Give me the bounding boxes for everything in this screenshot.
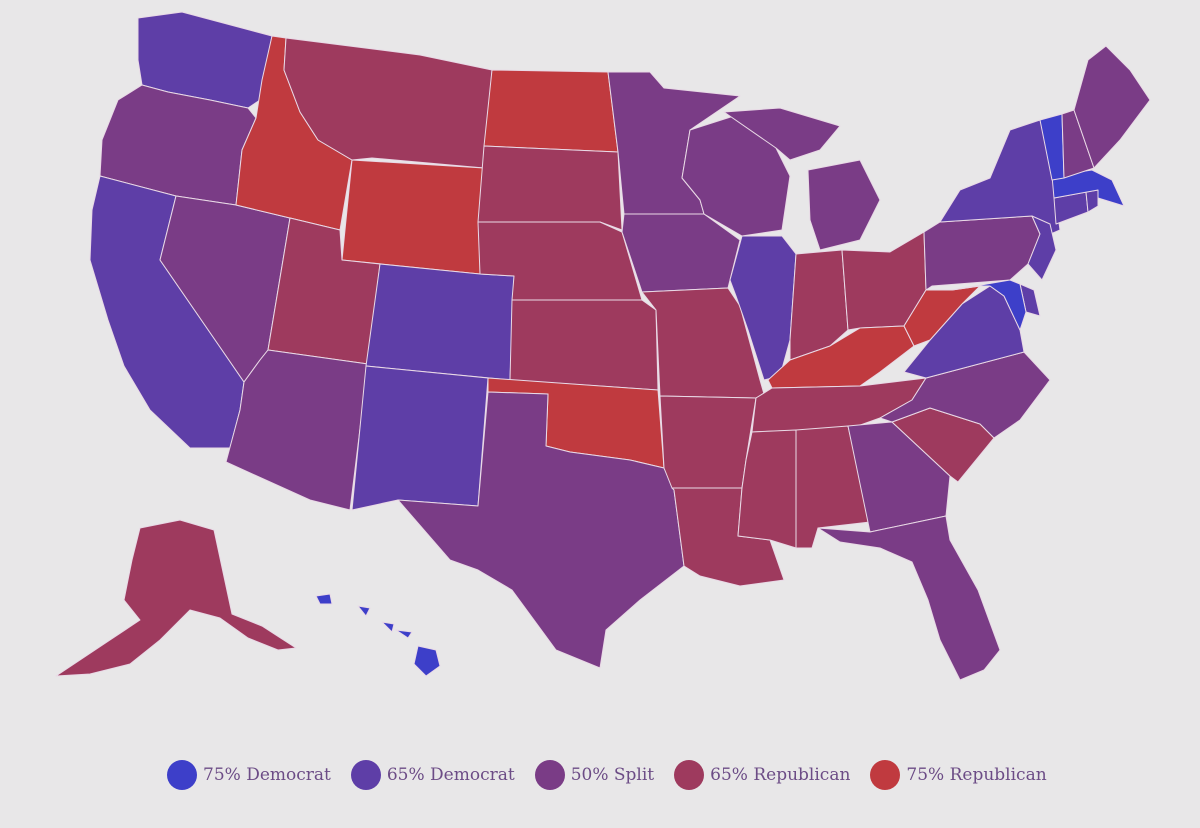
legend-item-75-democrat: 75% Democrat xyxy=(167,760,331,790)
state-maryland[interactable] xyxy=(951,279,1027,331)
state-south-dakota[interactable] xyxy=(477,145,623,231)
state-maine[interactable] xyxy=(1073,45,1151,169)
state-texas[interactable] xyxy=(397,391,685,669)
legend-item-65-democrat: 65% Democrat xyxy=(350,760,515,790)
state-michigan[interactable] xyxy=(723,107,881,251)
state-west-virginia[interactable] xyxy=(903,285,981,347)
legend-item-75-republican: 75% Republican xyxy=(870,760,1047,790)
state-north-carolina[interactable] xyxy=(879,351,1051,439)
legend-swatch xyxy=(534,760,565,790)
state-north-dakota[interactable] xyxy=(483,69,619,153)
state-kansas[interactable] xyxy=(509,299,659,391)
state-hawaii[interactable] xyxy=(315,593,441,677)
legend-label: 50% Split xyxy=(570,765,655,785)
legend-item-50-split: 50% Split xyxy=(534,760,655,790)
state-montana[interactable] xyxy=(283,37,493,169)
legend-strip xyxy=(0,712,1200,828)
state-alaska[interactable] xyxy=(55,519,297,677)
state-new-mexico[interactable] xyxy=(351,365,489,511)
legend-label: 75% Republican xyxy=(906,765,1047,785)
state-iowa[interactable] xyxy=(621,213,741,293)
state-arkansas[interactable] xyxy=(659,395,757,489)
legend-swatch xyxy=(674,760,705,790)
state-pennsylvania[interactable] xyxy=(923,215,1041,291)
state-massachusetts[interactable] xyxy=(1051,169,1125,207)
state-kentucky[interactable] xyxy=(767,325,915,389)
state-colorado[interactable] xyxy=(365,263,515,381)
legend: 75% Democrat 65% Democrat 50% Split 65% … xyxy=(167,757,1047,793)
legend-label: 75% Democrat xyxy=(203,765,331,785)
legend-label: 65% Republican xyxy=(710,765,851,785)
state-new-jersey[interactable] xyxy=(1027,215,1057,281)
legend-label: 65% Democrat xyxy=(386,765,515,785)
legend-item-65-republican: 65% Republican xyxy=(674,760,850,790)
state-florida[interactable] xyxy=(817,515,1001,681)
legend-swatch xyxy=(870,760,901,790)
legend-swatch xyxy=(350,760,381,790)
state-georgia[interactable] xyxy=(847,421,951,533)
legend-swatch xyxy=(167,760,197,790)
us-map xyxy=(55,11,1151,681)
state-rhode-island[interactable] xyxy=(1085,189,1099,213)
state-wyoming[interactable] xyxy=(341,159,485,275)
